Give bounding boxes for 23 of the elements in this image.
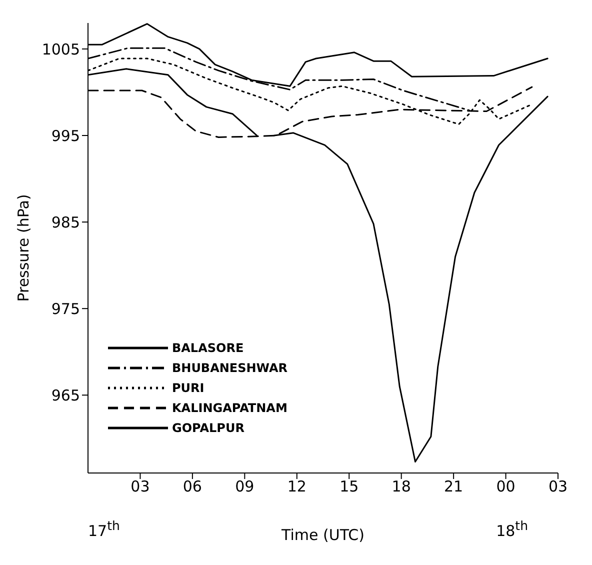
x-tick-label: 03 [548,478,568,496]
x-tick-label: 12 [287,478,306,496]
x-axis-title: Time (UTC) [282,526,364,544]
legend-label: PURI [172,381,204,395]
x-tick-label: 06 [182,478,202,496]
x-tick-label: 00 [496,478,516,496]
text: 17$^{th}$ [88,518,120,540]
x-tick-label: 09 [235,478,254,496]
x-tick-label: 15 [340,478,359,496]
y-axis-title: Pressure (hPa) [14,194,32,302]
x-tick-label: 03 [130,478,150,496]
legend-label: KALINGAPATNAM [172,401,288,415]
x-tick-label: 21 [444,478,464,496]
legend-label: BALASORE [172,341,244,355]
legend-label: BHUBANESHWAR [172,361,288,375]
y-tick-label: 1005 [42,40,80,58]
y-tick-label: 995 [51,126,80,145]
y-tick-label: 975 [51,300,80,318]
y-tick-label: 965 [51,386,80,404]
y-tick-label: 985 [51,213,80,232]
text: 18$^{th}$ [496,518,528,540]
x-tick-label: 18 [392,478,411,496]
legend-label: GOPALPUR [172,421,244,435]
